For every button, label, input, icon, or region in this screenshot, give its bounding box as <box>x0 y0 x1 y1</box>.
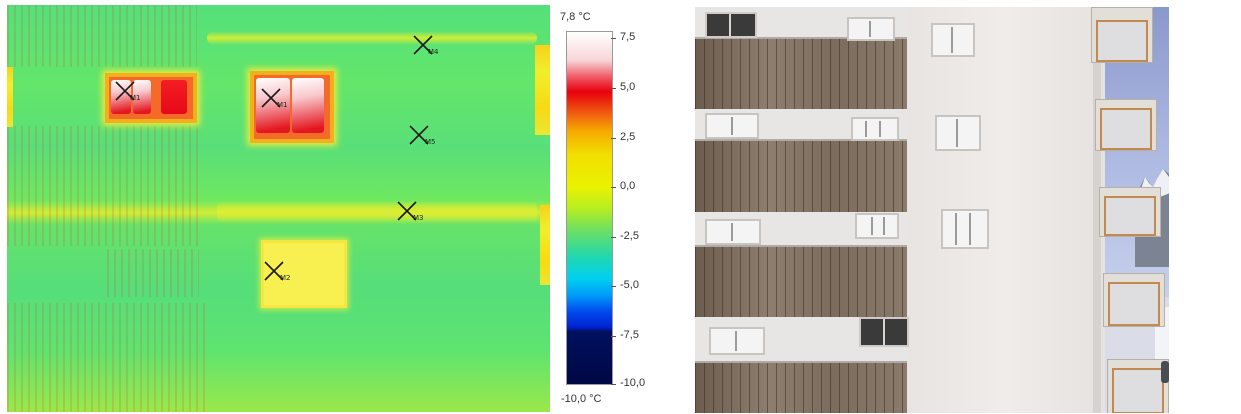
thermal-warm-strip <box>7 126 203 246</box>
window <box>705 219 761 245</box>
marker-label: M3 <box>413 214 424 222</box>
scale-tick <box>611 138 616 139</box>
building-photo <box>695 7 1169 413</box>
scale-tick <box>611 286 616 287</box>
window <box>851 117 899 141</box>
thermal-window-pane <box>292 78 324 133</box>
scale-tick-label: -5,0 <box>620 279 639 291</box>
scale-tick-label: 0,0 <box>620 180 635 192</box>
balcony <box>1091 7 1153 63</box>
balcony <box>1107 359 1169 413</box>
marker-label: M1 <box>277 101 288 109</box>
thermal-warm-strip <box>7 67 13 127</box>
marker-label: M5 <box>425 138 436 146</box>
marker-label: M1 <box>130 94 141 102</box>
window <box>847 17 895 41</box>
thermal-warm-strip <box>540 205 550 285</box>
balcony <box>1103 273 1165 327</box>
thermal-window-pane <box>161 80 187 114</box>
marker-label: M4 <box>428 48 439 56</box>
window <box>705 12 757 38</box>
white-facade <box>905 7 1105 413</box>
thermal-warm-strip <box>535 45 550 135</box>
scale-max-label: 7,8 °C <box>560 11 591 23</box>
scale-min-label: -10,0 °C <box>561 393 601 405</box>
thermal-warm-strip <box>7 303 205 412</box>
balcony <box>1099 187 1161 237</box>
window <box>705 113 759 139</box>
window <box>855 213 899 239</box>
scale-tick-label: 2,5 <box>620 131 635 143</box>
scale-tick-label: -7,5 <box>620 329 639 341</box>
window <box>941 209 989 249</box>
scale-tick-label: 7,5 <box>620 31 635 43</box>
scale-tick <box>611 384 616 385</box>
scale-tick <box>611 187 616 188</box>
scale-tick <box>611 336 616 337</box>
thermal-warm-strip <box>107 249 199 297</box>
window <box>931 23 975 57</box>
window <box>935 115 981 151</box>
scale-tick-label: -2,5 <box>620 230 639 242</box>
thermal-band <box>207 31 537 45</box>
window <box>709 327 765 355</box>
marker-label: M2 <box>280 274 291 282</box>
scale-tick <box>611 38 616 39</box>
balcony <box>1095 99 1157 151</box>
scale-tick-label: 5,0 <box>620 81 635 93</box>
scale-tick <box>611 237 616 238</box>
temperature-color-scale <box>566 31 613 385</box>
scale-tick <box>611 88 616 89</box>
window <box>859 317 909 347</box>
car <box>1161 361 1169 383</box>
thermal-image: M1 M1 M2 M3 M4 M5 <box>7 5 550 412</box>
thermal-band <box>217 201 537 223</box>
thermal-warm-strip <box>7 5 197 67</box>
scale-tick-label: -10,0 <box>620 377 645 389</box>
